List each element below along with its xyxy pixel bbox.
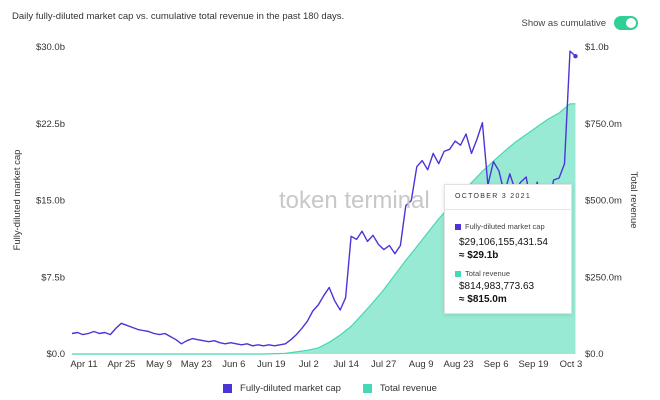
y-right-tick-label: $0.0	[585, 349, 604, 360]
x-tick-label: May 23	[181, 359, 212, 370]
market-cap-line-group	[71, 50, 578, 347]
legend-revenue-label: Total revenue	[379, 383, 437, 394]
watermark: token terminal	[279, 187, 430, 214]
legend-revenue-swatch	[362, 384, 372, 393]
y-left-tick-label: $0.0	[47, 349, 66, 360]
tooltip-rev-label: Total revenue	[465, 269, 511, 278]
cumulative-toggle-label: Show as cumulative	[521, 17, 606, 29]
x-tick-label: Apr 25	[107, 359, 135, 370]
legend-market-cap-label: Fully-diluted market cap	[240, 383, 341, 394]
tooltip-date: OCTOBER 3 2021	[455, 193, 532, 200]
y-right-tick-label: $750.0m	[585, 119, 622, 130]
y-right-tick-label: $250.0m	[585, 272, 622, 283]
tooltip-rev-short: ≈ $815.0m	[459, 294, 507, 305]
chart-title: Daily fully-diluted market cap vs. cumul…	[12, 11, 345, 22]
x-tick-label: Jul 14	[334, 359, 359, 370]
tooltip-rev-value: $814,983,773.63	[459, 281, 535, 292]
x-tick-label: Apr 11	[70, 359, 97, 370]
x-tick-label: Jun 19	[257, 359, 286, 370]
legend-market-cap-swatch	[223, 384, 233, 393]
y-right-tick-label: $1.0b	[585, 42, 609, 53]
y-right-tick-label: $500.0m	[585, 196, 622, 207]
x-tick-label: Sep 19	[518, 359, 548, 370]
x-tick-label: Aug 9	[409, 359, 434, 370]
toggle-knob	[626, 18, 636, 28]
cumulative-toggle[interactable]	[614, 16, 638, 30]
tooltip-divider	[445, 209, 571, 210]
y-right-axis-title: Total revenue	[628, 171, 639, 228]
cumulative-toggle-group: Show as cumulative	[522, 16, 638, 30]
y-left-tick-label: $7.5b	[41, 272, 65, 283]
legend: Fully-diluted market cap Total revenue	[0, 383, 660, 394]
market-cap-line	[71, 50, 576, 347]
revenue-swatch	[455, 270, 461, 277]
y-left-axis-title: Fully-diluted market cap	[12, 150, 23, 251]
x-tick-label: Sep 6	[484, 359, 509, 370]
tooltip-mc-label: Fully-diluted market cap	[465, 222, 545, 231]
x-tick-label: Jul 27	[371, 359, 396, 370]
tooltip-mc-value: $29,106,155,431.54	[459, 237, 548, 248]
tooltip-mc-short: ≈ $29.1b	[459, 250, 499, 261]
y-left-tick-label: $15.0b	[36, 196, 65, 207]
x-tick-label: Jun 6	[222, 359, 245, 370]
tooltip-mc-label-row: Fully-diluted market cap	[455, 222, 545, 231]
x-tick-label: Aug 23	[444, 359, 474, 370]
legend-item-revenue[interactable]: Total revenue	[362, 383, 437, 394]
tooltip-rev-label-row: Total revenue	[455, 269, 510, 278]
market-cap-hover-point	[573, 54, 578, 59]
x-tick-label: Jul 2	[299, 359, 319, 370]
x-tick-label: Oct 3	[560, 359, 583, 370]
y-left-tick-label: $22.5b	[36, 119, 65, 130]
y-left-tick-label: $30.0b	[36, 42, 65, 53]
revenue-area-edge	[72, 103, 576, 355]
tooltip: OCTOBER 3 2021 Fully-diluted market cap …	[444, 184, 572, 314]
x-tick-label: May 9	[146, 359, 172, 370]
legend-item-market-cap[interactable]: Fully-diluted market cap	[223, 383, 341, 394]
axes: $0.0 $7.5b $15.0b $22.5b $30.0b $0.0 $250.0m $5…	[12, 42, 639, 370]
market-cap-swatch	[455, 223, 461, 230]
